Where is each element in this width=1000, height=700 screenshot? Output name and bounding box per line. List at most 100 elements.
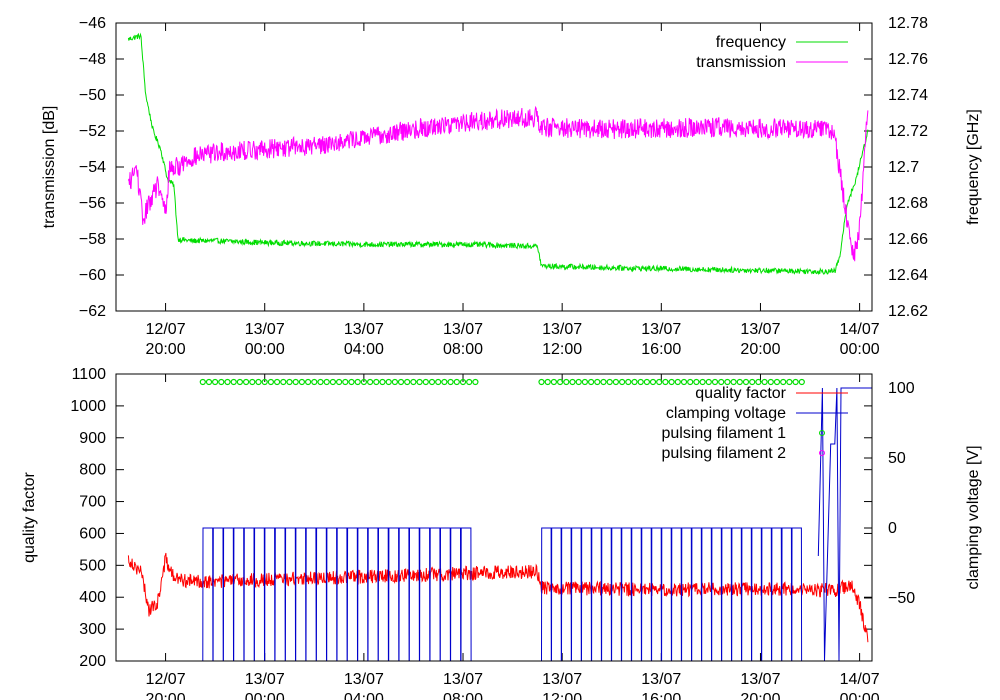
marker-pulsing-filament-1 (544, 378, 551, 386)
series-line-clamping-voltage (202, 387, 872, 662)
y-tick-label-left: 600 (79, 525, 106, 542)
marker-pulsing-filament-1 (410, 378, 417, 386)
marker-pulsing-filament-1 (563, 378, 570, 386)
y-tick-label-left: 400 (79, 589, 106, 606)
marker-pulsing-filament-1 (205, 378, 213, 386)
y-tick-label-left: 800 (79, 462, 106, 479)
marker-pulsing-filament-1 (317, 378, 324, 386)
marker-pulsing-filament-1 (292, 378, 299, 386)
marker-pulsing-filament-1 (323, 378, 330, 386)
x-tick-label-date: 13/07 (542, 671, 582, 688)
marker-pulsing-filament-1 (298, 378, 305, 386)
legend-label-frequency: frequency (716, 34, 786, 51)
marker-pulsing-filament-1 (637, 378, 644, 386)
y-tick-label-right: 12.74 (888, 87, 928, 104)
y-tick-label-right: 12.78 (888, 15, 928, 32)
marker-pulsing-filament-1 (397, 378, 405, 386)
marker-pulsing-filament-1 (600, 378, 607, 386)
y-tick-label-right: 100 (888, 380, 915, 397)
marker-pulsing-filament-1 (435, 378, 442, 386)
marker-pulsing-filament-1 (625, 378, 632, 386)
x-tick-label-time: 20:00 (146, 691, 186, 700)
marker-pulsing-filament-1 (367, 378, 374, 386)
marker-pulsing-filament-1 (631, 378, 638, 386)
y-tick-label-left: −46 (79, 15, 106, 32)
x-tick-label-time: 00:00 (245, 691, 285, 700)
marker-pulsing-filament-1 (466, 378, 473, 386)
marker-pulsing-filament-1 (687, 378, 694, 386)
x-tick-label-time: 16:00 (641, 691, 681, 700)
marker-pulsing-filament-1 (550, 378, 558, 386)
x-tick-label-date: 14/07 (840, 671, 880, 688)
x-tick-label-date: 13/07 (740, 671, 780, 688)
x-tick-label-date: 13/07 (344, 671, 384, 688)
marker-pulsing-filament-1 (428, 378, 436, 386)
marker-pulsing-filament-1 (587, 378, 595, 386)
x-tick-label-date: 13/07 (542, 321, 582, 338)
y-tick-label-left: 700 (79, 494, 106, 511)
marker-pulsing-filament-1 (643, 378, 651, 386)
legend-label-transmission: transmission (696, 54, 786, 71)
x-tick-label-time: 08:00 (443, 691, 483, 700)
y-axis-label-left: transmission [dB] (41, 106, 58, 229)
y-tick-label-left: −58 (79, 231, 106, 248)
marker-pulsing-filament-1 (373, 378, 380, 386)
marker-pulsing-filament-1 (773, 378, 781, 386)
panel-quality-clamping: 200 300 400 500 600 700 800 900 1000 1100 −50 0 50 10… (21, 366, 982, 700)
y-tick-label-left: −62 (79, 303, 106, 320)
y-tick-label-right: 12.68 (888, 195, 928, 212)
marker-pulsing-filament-1 (718, 378, 725, 386)
x-tick-label-date: 13/07 (443, 671, 483, 688)
marker-pulsing-filament-1 (680, 378, 688, 386)
marker-pulsing-filament-1 (422, 378, 429, 386)
marker-pulsing-filament-1 (224, 378, 231, 386)
marker-pulsing-filament-1 (199, 378, 206, 386)
legend-label-pulsing-filament-2: pulsing filament 2 (661, 445, 786, 462)
marker-pulsing-filament-1 (218, 378, 225, 386)
x-tick-label-date: 13/07 (740, 321, 780, 338)
x-tick-label-date: 13/07 (641, 321, 681, 338)
marker-pulsing-filament-1 (459, 378, 467, 386)
y-tick-label-left: −52 (79, 123, 106, 140)
marker-pulsing-filament-1 (286, 378, 293, 386)
marker-pulsing-filament-1 (767, 378, 774, 386)
marker-pulsing-filament-1 (656, 378, 663, 386)
plot-frame (115, 22, 873, 312)
y-tick-label-left: −60 (79, 267, 106, 284)
y-tick-label-left: 1000 (70, 398, 106, 415)
marker-pulsing-filament-1 (348, 378, 355, 386)
marker-pulsing-filament-1 (786, 378, 793, 386)
marker-pulsing-filament-1 (581, 378, 589, 386)
marker-pulsing-filament-1 (575, 378, 582, 386)
marker-pulsing-filament-1 (674, 378, 681, 386)
y-tick-label-right: 12.64 (888, 267, 928, 284)
y-tick-label-left: 300 (79, 621, 106, 638)
x-tick-label-date: 13/07 (443, 321, 483, 338)
marker-pulsing-filament-1 (249, 378, 256, 386)
marker-pulsing-filament-1 (305, 378, 312, 386)
y-tick-label-right: 12.7 (888, 159, 919, 176)
x-tick-label-time: 00:00 (840, 341, 880, 358)
marker-pulsing-filament-1 (755, 378, 762, 386)
marker-pulsing-filament-1 (693, 378, 700, 386)
x-tick-label-time: 12:00 (542, 691, 582, 700)
legend-label-pulsing-filament-1: pulsing filament 1 (661, 425, 786, 442)
y-tick-label-right: 50 (888, 450, 906, 467)
y-tick-label-left: 500 (79, 557, 106, 574)
y-axis-label-left: quality factor (21, 471, 38, 562)
marker-pulsing-filament-1 (255, 378, 262, 386)
legend-label-quality-factor: quality factor (695, 385, 786, 402)
marker-pulsing-filament-1 (404, 378, 411, 386)
marker-pulsing-filament-1 (668, 378, 675, 386)
marker-pulsing-filament-1 (792, 378, 799, 386)
y-tick-label-left: −56 (79, 195, 106, 212)
marker-pulsing-filament-1 (606, 378, 613, 386)
y-axis-label-right: frequency [GHz] (965, 109, 982, 225)
x-tick-label-time: 20:00 (740, 691, 780, 700)
marker-pulsing-filament-1 (724, 378, 731, 386)
marker-pulsing-filament-1 (705, 378, 712, 386)
marker-pulsing-filament-1 (447, 378, 454, 386)
marker-pulsing-filament-1 (662, 378, 669, 386)
series-line-transmission (127, 105, 869, 262)
